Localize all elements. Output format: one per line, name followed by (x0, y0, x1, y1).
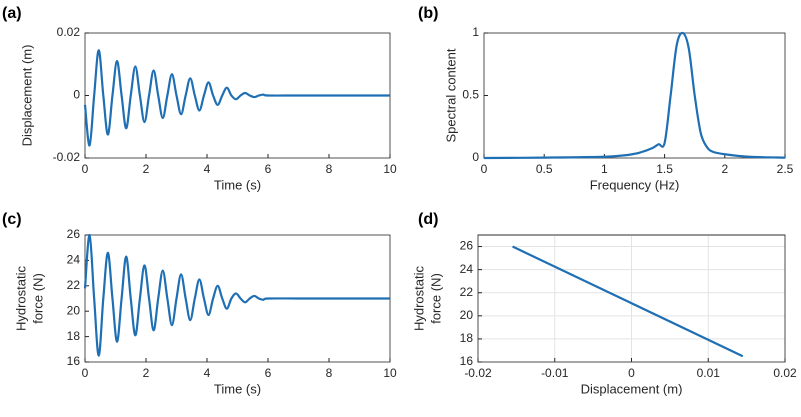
x-tick-label: -0.02 (464, 366, 492, 380)
x-tick-label: -0.01 (541, 366, 569, 380)
x-tick-label: 8 (326, 162, 333, 176)
x-axis-label: Frequency (Hz) (590, 177, 680, 192)
x-tick-label: 0.5 (536, 162, 553, 176)
x-tick-label: 0.02 (773, 366, 797, 380)
x-axis-label: Time (s) (214, 381, 261, 396)
y-tick-label: 0.02 (57, 25, 81, 39)
data-line (83, 49, 390, 147)
x-tick-label: 8 (326, 366, 333, 380)
x-tick-label: 2.5 (777, 162, 794, 176)
data-line (83, 233, 390, 357)
y-tick-label: 22 (67, 278, 81, 292)
y-tick-label: 1 (472, 25, 479, 39)
x-tick-label: 2 (721, 162, 728, 176)
y-axis-label: Displacement (m) (19, 45, 34, 147)
axes-box (483, 32, 786, 159)
y-tick-label: 26 (67, 227, 81, 241)
y-axis-label: Hydrostatic (411, 265, 426, 331)
y-tick-label: 18 (460, 331, 474, 345)
panel-label: (d) (418, 211, 438, 228)
y-tick-label: 24 (460, 262, 474, 276)
x-tick-label: 6 (265, 366, 272, 380)
y-tick-label: 22 (460, 285, 474, 299)
x-tick-label: 10 (383, 162, 397, 176)
y-tick-label: 24 (67, 253, 81, 267)
x-tick-label: 0 (82, 162, 89, 176)
y-tick-label: 0 (73, 88, 80, 102)
x-tick-label: 6 (265, 162, 272, 176)
panel-label: (b) (418, 5, 438, 22)
x-tick-label: 4 (204, 366, 211, 380)
y-tick-label: 20 (460, 308, 474, 322)
y-tick-label: 16 (460, 354, 474, 368)
data-line (512, 245, 744, 358)
y-tick-label: -0.02 (53, 150, 81, 164)
y-tick-label: 20 (67, 303, 81, 317)
panel-label: (a) (2, 5, 22, 22)
y-tick-label: 0 (472, 150, 479, 164)
axes-frame (477, 234, 786, 363)
panel-label: (c) (2, 211, 22, 228)
x-tick-label: 0.01 (697, 366, 721, 380)
x-tick-label: 0 (82, 366, 89, 380)
y-tick-label: 26 (460, 239, 474, 253)
y-tick-label: 18 (67, 329, 81, 343)
y-axis-label: force (N) (30, 273, 45, 324)
x-tick-label: 1 (601, 162, 608, 176)
x-axis-label: Time (s) (214, 177, 261, 192)
y-axis-label: Spectral content (443, 48, 458, 142)
x-tick-label: 0 (481, 162, 488, 176)
y-axis-label: Hydrostatic (13, 265, 28, 331)
y-tick-label: 16 (67, 354, 81, 368)
x-tick-label: 4 (204, 162, 211, 176)
x-tick-label: 1.5 (656, 162, 673, 176)
x-tick-label: 10 (383, 366, 397, 380)
data-line (483, 31, 786, 160)
y-tick-label: 0.5 (462, 88, 479, 102)
x-tick-label: 2 (143, 366, 150, 380)
x-tick-label: 2 (143, 162, 150, 176)
x-axis-label: Displacement (m) (581, 381, 683, 396)
y-axis-label: force (N) (428, 273, 443, 324)
x-tick-label: 0 (628, 366, 635, 380)
